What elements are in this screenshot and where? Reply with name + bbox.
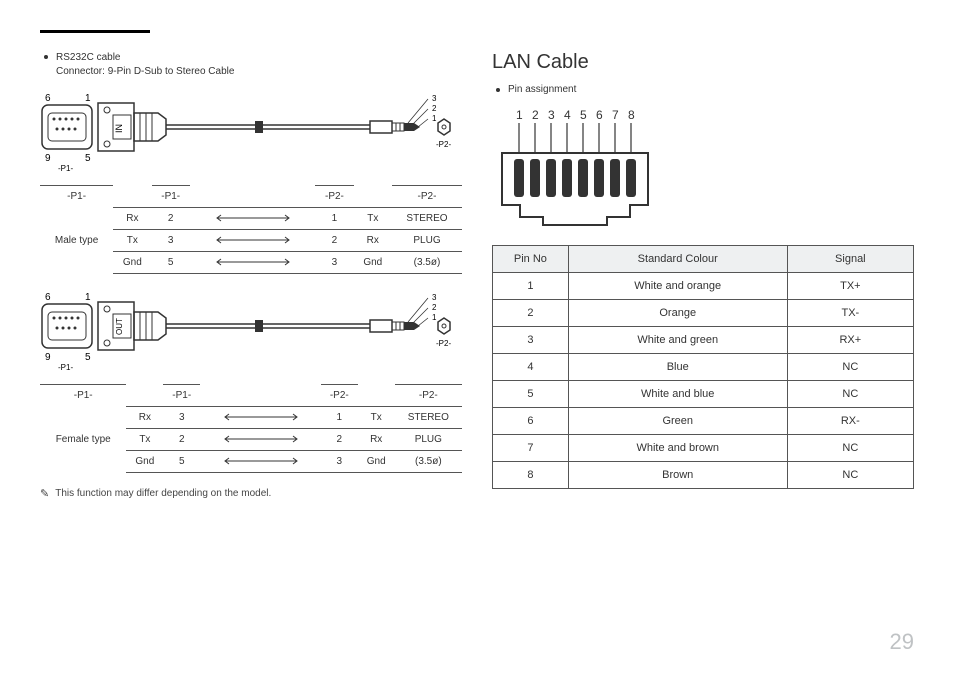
table-row: 5White and blueNC	[493, 381, 914, 408]
th-p1a: -P1-	[40, 186, 113, 208]
bullet-icon	[496, 88, 500, 92]
svg-text:1: 1	[432, 313, 437, 322]
svg-text:2: 2	[532, 108, 539, 122]
rs232c-title: RS232C cable	[56, 51, 234, 65]
diagram-out: 6 1 9 5 -P1- OUT	[40, 288, 462, 378]
svg-text:6: 6	[596, 108, 603, 122]
svg-text:5: 5	[580, 108, 587, 122]
svg-text:7: 7	[612, 108, 619, 122]
th-pin-no: Pin No	[493, 246, 569, 273]
type-label: Male type	[40, 208, 113, 274]
table-row: 3White and greenRX+	[493, 327, 914, 354]
svg-text:3: 3	[548, 108, 555, 122]
table-row: 4BlueNC	[493, 354, 914, 381]
lan-bullet-text: Pin assignment	[508, 84, 576, 95]
note: ✎ This function may differ depending on …	[40, 487, 462, 500]
svg-text:4: 4	[564, 108, 571, 122]
svg-text:3: 3	[432, 293, 437, 302]
table-row: 7White and brownNC	[493, 435, 914, 462]
svg-text:2: 2	[432, 303, 437, 312]
rs232c-bullet: RS232C cable Connector: 9-Pin D-Sub to S…	[40, 51, 462, 79]
right-column: LAN Cable Pin assignment 1 2 3 4 5 6 7 8	[492, 51, 914, 500]
lan-pinout-table: Pin No Standard Colour Signal 1White and…	[492, 245, 914, 489]
svg-text:6: 6	[45, 292, 51, 303]
table-row: 1White and orangeTX+	[493, 273, 914, 300]
rj45-icon: 1 2 3 4 5 6 7 8	[492, 105, 672, 235]
th-p2a: -P2-	[315, 186, 353, 208]
arrow-icon	[200, 451, 321, 473]
left-column: RS232C cable Connector: 9-Pin D-Sub to S…	[40, 51, 462, 500]
svg-text:6: 6	[45, 93, 51, 104]
arrow-icon	[190, 252, 315, 274]
table-row: 2OrangeTX-	[493, 300, 914, 327]
type-label: Female type	[40, 407, 126, 473]
rj45-diagram: 1 2 3 4 5 6 7 8	[492, 105, 914, 235]
arrow-icon	[200, 429, 321, 451]
pinout-table-out: -P1- -P1- -P2- -P2- Female type Rx 3 1 T…	[40, 384, 462, 473]
th-colour: Standard Colour	[568, 246, 787, 273]
table-row: 6GreenRX-	[493, 408, 914, 435]
table-header-row: -P1- -P1- -P2- -P2-	[40, 385, 462, 407]
top-rule	[40, 30, 150, 33]
cable-diagram-out: 6 1 9 5 -P1- OUT	[40, 288, 460, 378]
svg-text:8: 8	[628, 108, 635, 122]
svg-text:1: 1	[432, 114, 437, 123]
arrow-icon	[190, 208, 315, 230]
arrow-icon	[200, 407, 321, 429]
bullet-icon	[44, 55, 48, 59]
th-p2b: -P2-	[392, 186, 462, 208]
table-row: Male type Rx 2 1 Tx STEREO	[40, 208, 462, 230]
svg-text:9: 9	[45, 352, 51, 363]
svg-text:-P1-: -P1-	[58, 164, 73, 173]
note-text: This function may differ depending on th…	[55, 488, 271, 499]
svg-text:IN: IN	[114, 124, 124, 133]
svg-text:1: 1	[516, 108, 523, 122]
lan-bullet: Pin assignment	[492, 84, 914, 95]
table-header-row: -P1- -P1- -P2- -P2-	[40, 186, 462, 208]
table-row: Female type Rx 3 1 Tx STEREO	[40, 407, 462, 429]
table-header-row: Pin No Standard Colour Signal	[493, 246, 914, 273]
svg-text:1: 1	[85, 292, 91, 303]
pinout-table-in: -P1- -P1- -P2- -P2- Male type Rx 2 1 Tx …	[40, 185, 462, 274]
table-row: 8BrownNC	[493, 462, 914, 489]
svg-text:5: 5	[85, 352, 91, 363]
svg-text:-P2-: -P2-	[436, 339, 451, 348]
svg-text:1: 1	[85, 93, 91, 104]
svg-text:-P1-: -P1-	[58, 363, 73, 372]
svg-text:3: 3	[432, 94, 437, 103]
svg-text:9: 9	[45, 153, 51, 164]
cable-diagram-in: 6 1 9 5 -P1- IN	[40, 89, 460, 179]
lan-title: LAN Cable	[492, 51, 914, 74]
rs232c-text: RS232C cable Connector: 9-Pin D-Sub to S…	[56, 51, 234, 79]
svg-text:5: 5	[85, 153, 91, 164]
pencil-icon: ✎	[40, 487, 49, 500]
svg-text:2: 2	[432, 104, 437, 113]
svg-text:OUT: OUT	[115, 318, 124, 335]
rs232c-sub: Connector: 9-Pin D-Sub to Stereo Cable	[56, 65, 234, 79]
svg-text:-P2-: -P2-	[436, 140, 451, 149]
content-columns: RS232C cable Connector: 9-Pin D-Sub to S…	[40, 51, 914, 500]
page-number: 29	[890, 629, 914, 655]
th-signal: Signal	[787, 246, 913, 273]
arrow-icon	[190, 230, 315, 252]
th-p1b: -P1-	[152, 186, 190, 208]
diagram-in: 6 1 9 5 -P1- IN	[40, 89, 462, 179]
